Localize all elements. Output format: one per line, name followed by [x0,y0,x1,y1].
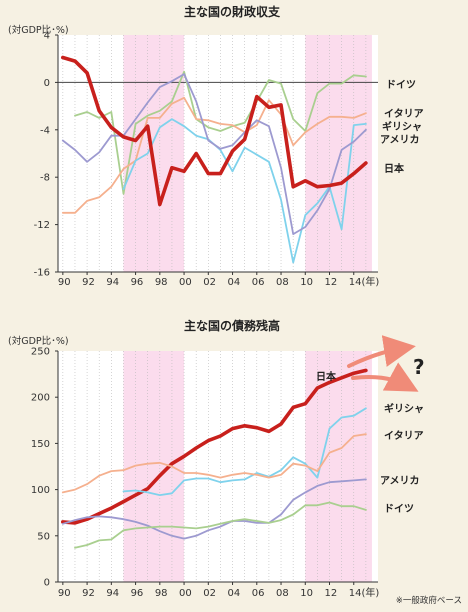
x-tick-label: 02 [203,277,216,288]
x-tick-label: 10 [300,588,313,599]
x-tick-label: 04 [228,588,241,599]
y-tick-label: 100 [31,485,50,496]
chart-2: 250 200 150 100 50 0 90 92 94 96 98 00 02 04 06 08 10 12 1… [8,318,425,599]
y-tick-label: -4 [40,125,50,136]
y-tick-label: 150 [31,439,50,450]
series-label-japan: 日本 [384,162,405,175]
series-label-italy: イタリア [384,430,424,442]
x-tick-label: 06 [252,277,265,288]
y-tick-label: 4 [44,31,50,42]
x-tick-label: 98 [155,277,168,288]
trend-arrow-flat [351,362,419,392]
series-label-italy: イタリア [384,108,424,120]
series-line-germany [74,501,367,549]
series-line-japan [60,55,368,207]
x-tick-label: 94 [106,588,119,599]
x-tick-label: 08 [276,277,289,288]
source-note: ※一般政府ベース [396,595,462,606]
x-tick-label: 14(年) [349,275,380,288]
y-tick-label: -12 [34,220,50,231]
series-label-japan: 日本 [316,370,337,383]
x-tick-label: 94 [106,277,119,288]
series-label-germany: ドイツ [384,503,414,515]
chart-title: 主な国の債務残高 [184,318,280,333]
y-tick-label: 0 [44,78,50,89]
x-tick-label: 96 [131,277,144,288]
x-tick-label: 00 [179,277,192,288]
unit-label: (対GDP比･%) [8,24,69,36]
x-tick-label: 96 [131,588,144,599]
series-label-germany: ドイツ [386,79,416,91]
shaded-period [305,35,372,272]
x-tick-label: 10 [300,277,313,288]
x-tick-label: 98 [155,588,168,599]
chart-1: 4 0 -4 -8 -12 -16 90 92 94 96 98 00 02 04 06 08 10 12 14(年… [8,4,424,288]
y-tick-label: -8 [40,173,50,184]
x-tick-label: 06 [252,588,265,599]
x-tick-label: 02 [203,588,216,599]
series-line-italy [61,433,367,494]
series-label-greece: ギリシャ [382,120,422,133]
x-tick-label: 90 [58,588,71,599]
x-tick-label: 12 [325,588,338,599]
series-line-japan [60,368,368,525]
x-tick-label: 12 [325,277,338,288]
x-tick-label: 08 [276,588,289,599]
x-tick-label: 04 [228,277,241,288]
series-line-usa [61,478,367,540]
y-tick-label: 250 [31,347,50,358]
series-line-greece [122,407,367,497]
x-tick-label: 90 [58,277,71,288]
series-line-germany [74,70,367,195]
trend-arrow-up [347,335,416,368]
series-label-usa: アメリカ [380,475,420,487]
chart-title: 主な国の財政収支 [184,4,281,19]
x-tick-label: 00 [179,588,192,599]
x-tick-label: 92 [82,277,95,288]
x-tick-label: 92 [82,588,95,599]
y-tick-label: -16 [34,268,50,279]
series-line-usa [61,73,367,236]
y-tick-label: 50 [37,531,50,542]
shaded-period [123,35,185,272]
series-label-greece: ギリシャ [384,402,424,415]
series-line-greece [122,118,367,264]
question-mark: ? [413,355,425,379]
y-tick-label: 0 [44,578,50,589]
x-tick-label: 14(年) [349,586,380,599]
series-line-italy [61,96,367,214]
shaded-period [305,351,372,582]
y-tick-label: 200 [31,393,50,404]
unit-label: (対GDP比･%) [8,335,69,347]
series-label-usa: アメリカ [380,134,420,146]
